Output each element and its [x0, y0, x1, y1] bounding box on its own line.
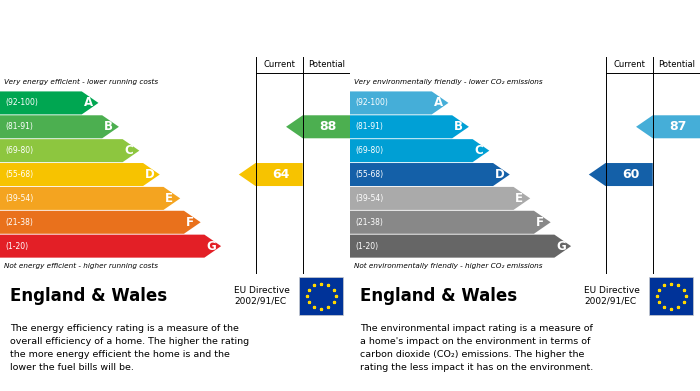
Polygon shape — [350, 187, 530, 210]
Text: Not energy efficient - higher running costs: Not energy efficient - higher running co… — [4, 263, 158, 269]
Polygon shape — [0, 163, 160, 186]
Text: 64: 64 — [272, 168, 290, 181]
Polygon shape — [0, 211, 201, 234]
Text: (92-100): (92-100) — [355, 99, 388, 108]
Polygon shape — [0, 115, 119, 138]
Text: The environmental impact rating is a measure of
a home's impact on the environme: The environmental impact rating is a mea… — [360, 325, 594, 372]
Text: The energy efficiency rating is a measure of the
overall efficiency of a home. T: The energy efficiency rating is a measur… — [10, 325, 250, 372]
Text: Current: Current — [613, 60, 645, 69]
Text: G: G — [556, 240, 566, 253]
Polygon shape — [0, 187, 180, 210]
Text: 88: 88 — [319, 120, 337, 133]
Text: (92-100): (92-100) — [6, 99, 38, 108]
Text: (21-38): (21-38) — [6, 218, 33, 227]
Text: B: B — [454, 120, 463, 133]
Polygon shape — [350, 235, 571, 258]
Text: England & Wales: England & Wales — [10, 287, 167, 305]
Text: (21-38): (21-38) — [355, 218, 383, 227]
Text: (81-91): (81-91) — [6, 122, 33, 131]
Text: (69-80): (69-80) — [355, 146, 384, 155]
Polygon shape — [239, 163, 302, 186]
Text: Energy Efficiency Rating: Energy Efficiency Rating — [10, 22, 194, 35]
Text: (55-68): (55-68) — [355, 170, 384, 179]
Text: F: F — [186, 216, 194, 229]
Text: F: F — [536, 216, 544, 229]
Text: Environmental Impact (CO₂) Rating: Environmental Impact (CO₂) Rating — [360, 22, 622, 35]
Text: EU Directive
2002/91/EC: EU Directive 2002/91/EC — [584, 287, 640, 306]
Text: Potential: Potential — [308, 60, 345, 69]
Text: B: B — [104, 120, 113, 133]
Text: Very environmentally friendly - lower CO₂ emissions: Very environmentally friendly - lower CO… — [354, 79, 542, 85]
Text: (39-54): (39-54) — [355, 194, 384, 203]
Text: C: C — [475, 144, 483, 157]
Text: England & Wales: England & Wales — [360, 287, 517, 305]
Bar — [300, 277, 343, 315]
Polygon shape — [0, 139, 139, 162]
Polygon shape — [350, 211, 551, 234]
Polygon shape — [350, 139, 489, 162]
Text: Current: Current — [263, 60, 295, 69]
Polygon shape — [589, 163, 652, 186]
Polygon shape — [350, 115, 469, 138]
Polygon shape — [0, 235, 221, 258]
Polygon shape — [286, 115, 350, 138]
Text: C: C — [125, 144, 133, 157]
Text: A: A — [433, 97, 442, 109]
Text: (69-80): (69-80) — [6, 146, 34, 155]
Text: Not environmentally friendly - higher CO₂ emissions: Not environmentally friendly - higher CO… — [354, 263, 542, 269]
Text: Very energy efficient - lower running costs: Very energy efficient - lower running co… — [4, 79, 158, 85]
Text: E: E — [515, 192, 524, 205]
Text: Potential: Potential — [658, 60, 695, 69]
Text: 87: 87 — [669, 120, 687, 133]
Text: G: G — [206, 240, 216, 253]
Bar — [650, 277, 693, 315]
Text: A: A — [83, 97, 92, 109]
Text: (81-91): (81-91) — [355, 122, 383, 131]
Text: (1-20): (1-20) — [6, 242, 29, 251]
Text: (1-20): (1-20) — [355, 242, 379, 251]
Polygon shape — [636, 115, 700, 138]
Text: EU Directive
2002/91/EC: EU Directive 2002/91/EC — [234, 287, 290, 306]
Polygon shape — [0, 91, 99, 115]
Polygon shape — [350, 163, 510, 186]
Text: (39-54): (39-54) — [6, 194, 34, 203]
Text: D: D — [495, 168, 505, 181]
Text: 60: 60 — [622, 168, 640, 181]
Text: (55-68): (55-68) — [6, 170, 34, 179]
Text: E: E — [165, 192, 174, 205]
Text: D: D — [145, 168, 155, 181]
Polygon shape — [350, 91, 449, 115]
